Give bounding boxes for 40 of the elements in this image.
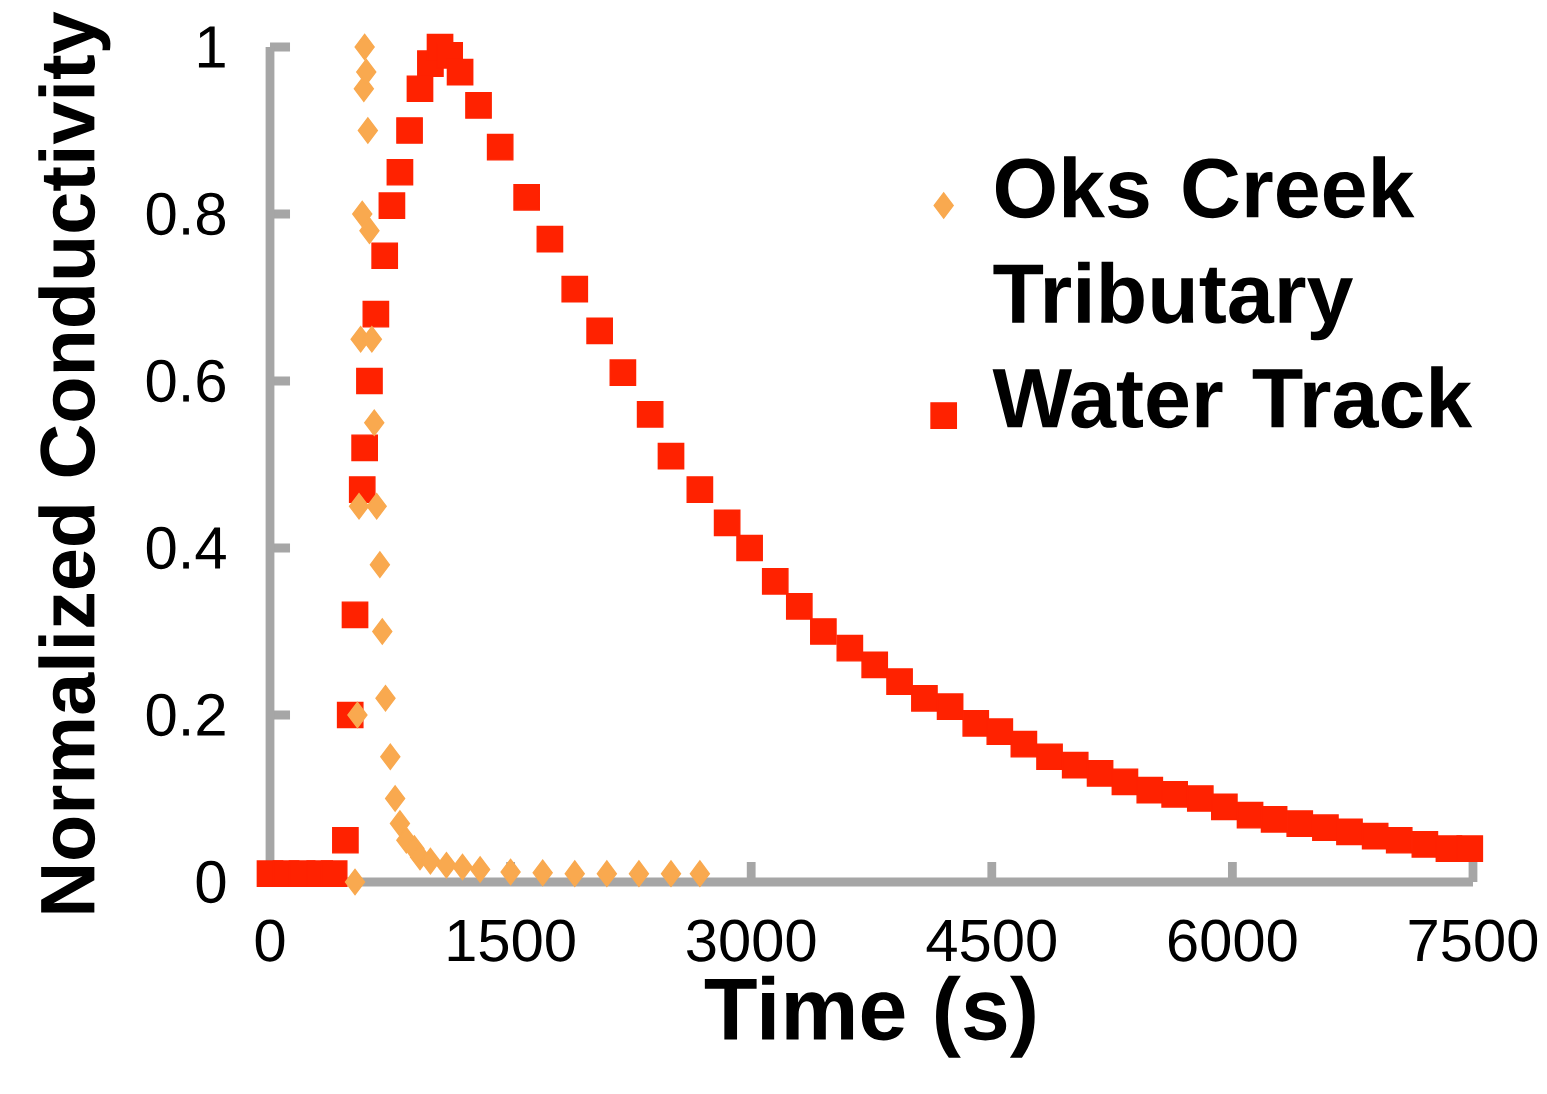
y-tick-label: 0.8 <box>146 192 226 236</box>
y-tick-label: 0.2 <box>146 693 225 737</box>
point <box>469 856 491 883</box>
point <box>352 200 373 228</box>
point <box>596 860 618 887</box>
y-tick-label: 0.6 <box>146 359 225 403</box>
point <box>452 853 473 881</box>
x-tick-label: 7500 <box>1409 919 1538 962</box>
point <box>366 492 387 520</box>
point <box>357 117 379 144</box>
point <box>384 785 406 812</box>
x-tick-label: 0 <box>255 919 285 962</box>
point <box>359 217 380 245</box>
y-tick-label: 0 <box>196 860 226 904</box>
x-tick-label: 6000 <box>1168 919 1297 962</box>
point <box>628 860 650 887</box>
legend-label: Oks Creek Tributary <box>993 156 1415 341</box>
point <box>689 860 711 887</box>
point <box>420 847 441 875</box>
point <box>389 810 411 837</box>
y-axis-title: Normalized Conductivity <box>38 11 111 913</box>
point <box>364 409 385 437</box>
y-tick-label: 0.4 <box>146 526 226 570</box>
point <box>372 618 393 645</box>
legend-label: Water Track <box>992 366 1473 429</box>
x-tick-label: 1500 <box>448 919 575 962</box>
x-tick-label: 4500 <box>926 919 1056 962</box>
point <box>500 858 521 886</box>
y-tick-label: 1 <box>198 26 225 68</box>
point <box>660 860 682 887</box>
point <box>375 684 396 712</box>
point <box>532 859 553 887</box>
point <box>354 33 375 61</box>
point <box>369 551 391 579</box>
point <box>344 868 366 896</box>
x-axis-title: Time (s) <box>704 975 1035 1058</box>
point <box>436 851 457 879</box>
point <box>564 860 585 887</box>
x-tick-label: 3000 <box>687 919 816 962</box>
point <box>380 743 401 771</box>
